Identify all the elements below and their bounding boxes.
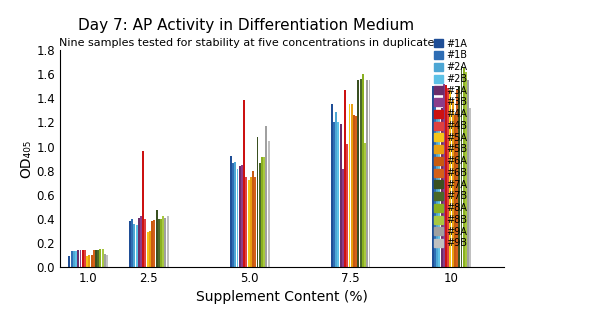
Bar — [235, 162, 236, 267]
Bar — [97, 250, 99, 267]
Bar — [443, 84, 445, 267]
Bar — [162, 216, 164, 267]
Bar — [364, 143, 366, 267]
Bar — [158, 219, 160, 267]
Bar — [252, 171, 254, 267]
Bar — [147, 232, 149, 267]
Bar — [241, 165, 243, 267]
Bar — [366, 80, 368, 267]
Bar — [359, 79, 362, 267]
Bar — [263, 157, 265, 267]
Bar — [95, 250, 97, 267]
Bar — [91, 255, 92, 267]
Bar — [102, 249, 104, 267]
Bar — [73, 251, 75, 267]
Bar — [333, 122, 335, 267]
Bar — [344, 90, 346, 267]
Bar — [465, 72, 467, 267]
Bar — [469, 108, 472, 267]
Bar — [436, 111, 438, 267]
Bar — [100, 249, 101, 267]
Text: Day 7: AP Activity in Differentiation Medium: Day 7: AP Activity in Differentiation Me… — [79, 18, 415, 33]
Bar — [167, 216, 169, 267]
Bar — [93, 250, 95, 267]
Bar — [164, 218, 166, 267]
Bar — [154, 220, 155, 267]
Bar — [145, 219, 146, 267]
Bar — [268, 140, 269, 267]
Bar — [71, 251, 73, 267]
Bar — [335, 112, 337, 267]
Bar — [88, 255, 91, 267]
Bar — [239, 166, 241, 267]
Y-axis label: OD₄₀₅: OD₄₀₅ — [20, 139, 34, 178]
Bar — [452, 100, 454, 267]
Bar — [140, 216, 142, 267]
Bar — [151, 221, 153, 267]
Bar — [84, 250, 86, 267]
Bar — [232, 163, 234, 267]
Bar — [245, 176, 247, 267]
X-axis label: Supplement Content (%): Supplement Content (%) — [196, 290, 368, 304]
Bar — [439, 115, 440, 267]
Bar — [431, 86, 434, 267]
Bar — [461, 66, 463, 267]
Bar — [353, 115, 355, 267]
Bar — [342, 169, 344, 267]
Bar — [265, 126, 268, 267]
Bar — [346, 144, 348, 267]
Bar — [445, 85, 447, 267]
Bar — [257, 137, 259, 267]
Bar — [136, 225, 137, 267]
Bar — [340, 124, 341, 267]
Bar — [86, 256, 88, 267]
Bar — [261, 157, 263, 267]
Bar — [458, 86, 460, 267]
Bar — [236, 169, 238, 267]
Bar — [368, 80, 370, 267]
Bar — [138, 218, 140, 267]
Bar — [337, 122, 340, 267]
Bar — [248, 180, 250, 267]
Bar — [449, 90, 451, 267]
Bar — [82, 250, 83, 267]
Bar — [106, 255, 108, 267]
Bar — [75, 251, 77, 267]
Legend: #1A, #1B, #2A, #2B, #3A, #3B, #4A, #4B, #5A, #5B, #6A, #6B, #7A, #7B, #8A, #8B, : #1A, #1B, #2A, #2B, #3A, #3B, #4A, #4B, … — [433, 38, 469, 249]
Bar — [230, 156, 232, 267]
Bar — [104, 254, 106, 267]
Text: Nine samples tested for stability at five concentrations in duplicate: Nine samples tested for stability at fiv… — [59, 38, 434, 48]
Bar — [250, 176, 252, 267]
Bar — [133, 224, 136, 267]
Bar — [349, 104, 350, 267]
Bar — [129, 221, 131, 267]
Bar — [331, 104, 333, 267]
Bar — [463, 68, 465, 267]
Bar — [434, 101, 436, 267]
Bar — [254, 176, 256, 267]
Bar — [243, 100, 245, 267]
Bar — [440, 108, 443, 267]
Bar — [142, 151, 144, 267]
Bar — [447, 88, 449, 267]
Bar — [467, 80, 469, 267]
Bar — [155, 210, 158, 267]
Bar — [80, 250, 82, 267]
Bar — [456, 90, 458, 267]
Bar — [358, 80, 359, 267]
Bar — [351, 104, 353, 267]
Bar — [355, 116, 357, 267]
Bar — [259, 163, 260, 267]
Bar — [149, 231, 151, 267]
Bar — [362, 74, 364, 267]
Bar — [160, 219, 162, 267]
Bar — [68, 256, 70, 267]
Bar — [131, 219, 133, 267]
Bar — [454, 115, 456, 267]
Bar — [77, 250, 79, 267]
